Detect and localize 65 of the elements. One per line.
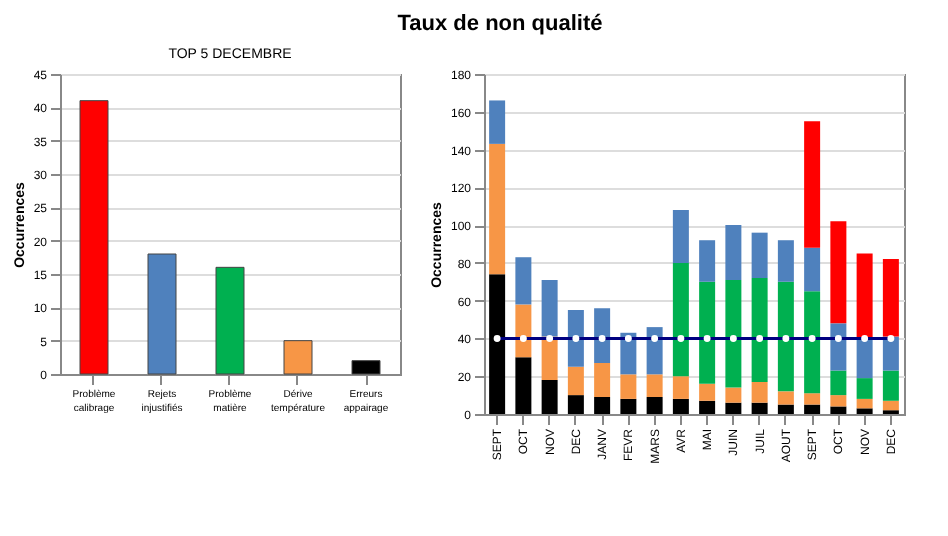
bar [856,398,873,409]
bar [489,100,506,144]
bar [646,327,663,375]
bar [856,253,873,339]
bar [751,232,768,278]
bar [567,310,584,367]
bar [725,387,742,403]
bar [725,225,742,280]
bar [751,402,768,414]
bar [882,336,899,371]
bar [646,397,663,414]
bar [725,402,742,414]
bar [751,278,768,382]
bar [856,338,873,379]
bar [489,143,506,275]
bar [541,336,558,380]
bar [856,408,873,414]
bar [672,398,689,414]
bar [751,381,768,403]
bar [777,404,794,414]
bar [489,274,506,414]
bar [804,393,821,405]
bar [830,406,847,414]
bar [541,380,558,414]
bar [672,210,689,263]
bar [882,370,899,401]
bar [283,340,313,375]
bar [830,370,847,396]
bar [215,266,245,375]
bar [856,378,873,399]
bar [699,281,716,384]
bar [699,383,716,401]
bar [777,281,794,392]
bar [804,404,821,414]
bar [830,395,847,407]
bar [594,308,611,363]
bar [620,398,637,414]
bar [882,259,899,337]
bar [567,366,584,396]
bar [672,262,689,377]
bar [830,221,847,324]
text: Taux de non qualité [397,12,603,36]
bar [672,376,689,399]
bar [830,323,847,371]
bar [567,395,584,414]
bar [777,391,794,405]
bar [351,360,381,375]
bar [804,247,821,292]
bar [620,374,637,399]
bar [777,240,794,282]
bar [147,253,177,375]
bar [882,400,899,411]
bar [804,121,821,248]
bar [515,304,532,358]
bar [594,363,611,397]
bar [79,100,109,375]
bar [804,291,821,394]
bar [515,257,532,305]
bar [594,397,611,414]
bar [699,400,716,414]
bar [725,279,742,388]
bar [646,374,663,397]
bar [699,240,716,282]
bar [515,357,532,414]
bar [541,279,558,337]
